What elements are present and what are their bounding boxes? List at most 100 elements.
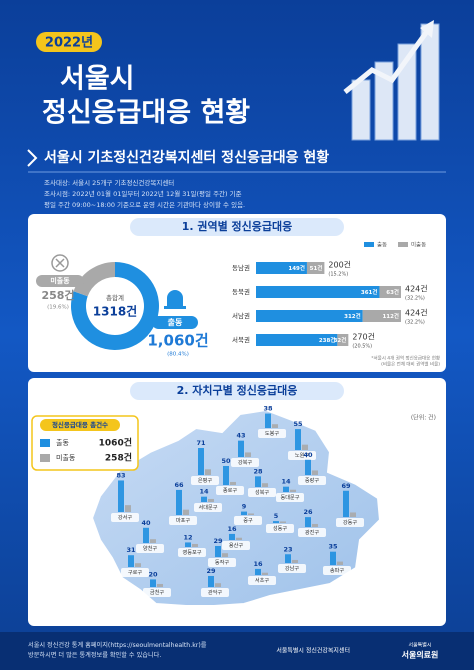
bar-label: 312건 xyxy=(344,312,361,320)
bar-label: 238건 xyxy=(319,336,336,344)
district-label-bg xyxy=(336,518,364,527)
district-label-bg xyxy=(208,558,236,567)
district-bar xyxy=(295,429,301,450)
footnote: (비율은 전체 대비 권역별 비율) xyxy=(381,361,440,368)
section-title-bg xyxy=(130,382,344,400)
district-bar xyxy=(312,470,318,475)
district-label: 중랑구 xyxy=(305,477,320,484)
district-label: 구로구 xyxy=(128,569,143,576)
bar xyxy=(306,262,325,274)
legend-label: 출동 xyxy=(377,241,387,249)
bar xyxy=(256,310,363,322)
legend-title-bg xyxy=(40,419,120,431)
district-label-bg xyxy=(143,588,171,597)
district-label-bg xyxy=(248,576,276,585)
district-value: 69 xyxy=(341,482,351,490)
logo: 서울특별시 xyxy=(408,642,431,649)
district-bar xyxy=(337,561,343,565)
share-label: (20.5%) xyxy=(352,344,372,350)
district-bar xyxy=(215,545,221,557)
district-bar xyxy=(255,476,261,487)
district-value: 26 xyxy=(303,508,313,516)
bar xyxy=(256,286,380,298)
district-value: 20 xyxy=(148,570,158,578)
district-bar xyxy=(198,448,204,475)
district-bar xyxy=(215,583,221,587)
district-value: 5 xyxy=(274,512,279,520)
district-bar xyxy=(292,559,298,563)
district-bar xyxy=(245,452,251,457)
district-value: 14 xyxy=(199,488,209,496)
total-label: 200건 xyxy=(328,260,351,270)
section-title-bg xyxy=(130,218,344,236)
bar-label: 51건 xyxy=(310,264,323,272)
note: 조사대상: 서울시 25개구 기초정신건강복지센터 xyxy=(44,178,174,187)
district-bar xyxy=(118,480,124,512)
header-graphic xyxy=(343,20,440,141)
district-bar xyxy=(183,509,189,515)
bar-label: 32건 xyxy=(334,336,347,344)
district-bar xyxy=(176,489,182,515)
district-bar xyxy=(262,572,268,575)
district-label-bg xyxy=(136,544,164,553)
district-value: 38 xyxy=(263,405,273,413)
district-value: 83 xyxy=(116,471,125,479)
donut-slice xyxy=(70,262,159,351)
district-label: 도봉구 xyxy=(265,430,280,437)
slice-value: 258건 xyxy=(41,288,74,302)
district-bar xyxy=(290,489,296,492)
district-label: 송파구 xyxy=(330,566,345,574)
district-bar xyxy=(150,579,156,587)
share-label: (15.2%) xyxy=(328,272,348,278)
district-label: 서초구 xyxy=(255,576,270,584)
district-bar xyxy=(241,511,247,515)
district-bar xyxy=(248,513,254,515)
district-label-bg xyxy=(278,564,306,573)
district-bar xyxy=(238,440,244,457)
slice-share: (19.6%) xyxy=(47,305,69,311)
district-bar xyxy=(223,466,229,485)
total-label: 424건 xyxy=(405,308,428,318)
district-label: 광진구 xyxy=(305,529,320,536)
district-bar xyxy=(208,498,214,502)
district-label-bg xyxy=(288,451,316,460)
share-label: (32.2%) xyxy=(405,320,425,326)
bar xyxy=(256,262,307,274)
district-value: 71 xyxy=(196,439,206,447)
legend-title: 정신응급대응 총건수 xyxy=(52,420,108,429)
district-bar xyxy=(285,554,291,563)
district-label-bg xyxy=(216,486,244,495)
district-label: 관악구 xyxy=(208,588,223,596)
district-label: 용산구 xyxy=(229,541,244,549)
district-label: 동대문구 xyxy=(280,493,299,501)
legend-label: 미출동 xyxy=(56,453,76,462)
district-label-bg xyxy=(248,488,276,497)
district-value: 12 xyxy=(183,533,192,541)
district-bar xyxy=(265,413,271,428)
district-label: 강서구 xyxy=(118,513,133,521)
district-bar xyxy=(143,527,149,543)
district-bar xyxy=(330,551,336,565)
district-value: 43 xyxy=(236,432,245,440)
district-label: 강북구 xyxy=(238,459,253,466)
footnote: *서울시 4개 권역 정신응급대응 현황 xyxy=(371,355,440,362)
district-label-bg xyxy=(194,503,222,512)
legend-label: 출동 xyxy=(56,438,69,447)
icon xyxy=(167,290,183,306)
district-label: 마포구 xyxy=(176,516,191,524)
slice-name: 출동 xyxy=(168,317,183,327)
year: 2022년 xyxy=(45,36,93,51)
district-value: 9 xyxy=(242,503,247,511)
district-bar xyxy=(229,533,235,540)
district-label-bg xyxy=(258,429,286,438)
district-label-bg xyxy=(276,493,304,502)
district-bar xyxy=(302,444,308,450)
district-bar xyxy=(262,483,268,487)
district-label: 강동구 xyxy=(343,519,358,526)
bar-label: 112건 xyxy=(382,312,399,320)
legend-swatch xyxy=(364,242,374,247)
district-value: 23 xyxy=(283,545,292,553)
legend-swatch xyxy=(40,439,50,447)
district-bar xyxy=(150,539,156,543)
